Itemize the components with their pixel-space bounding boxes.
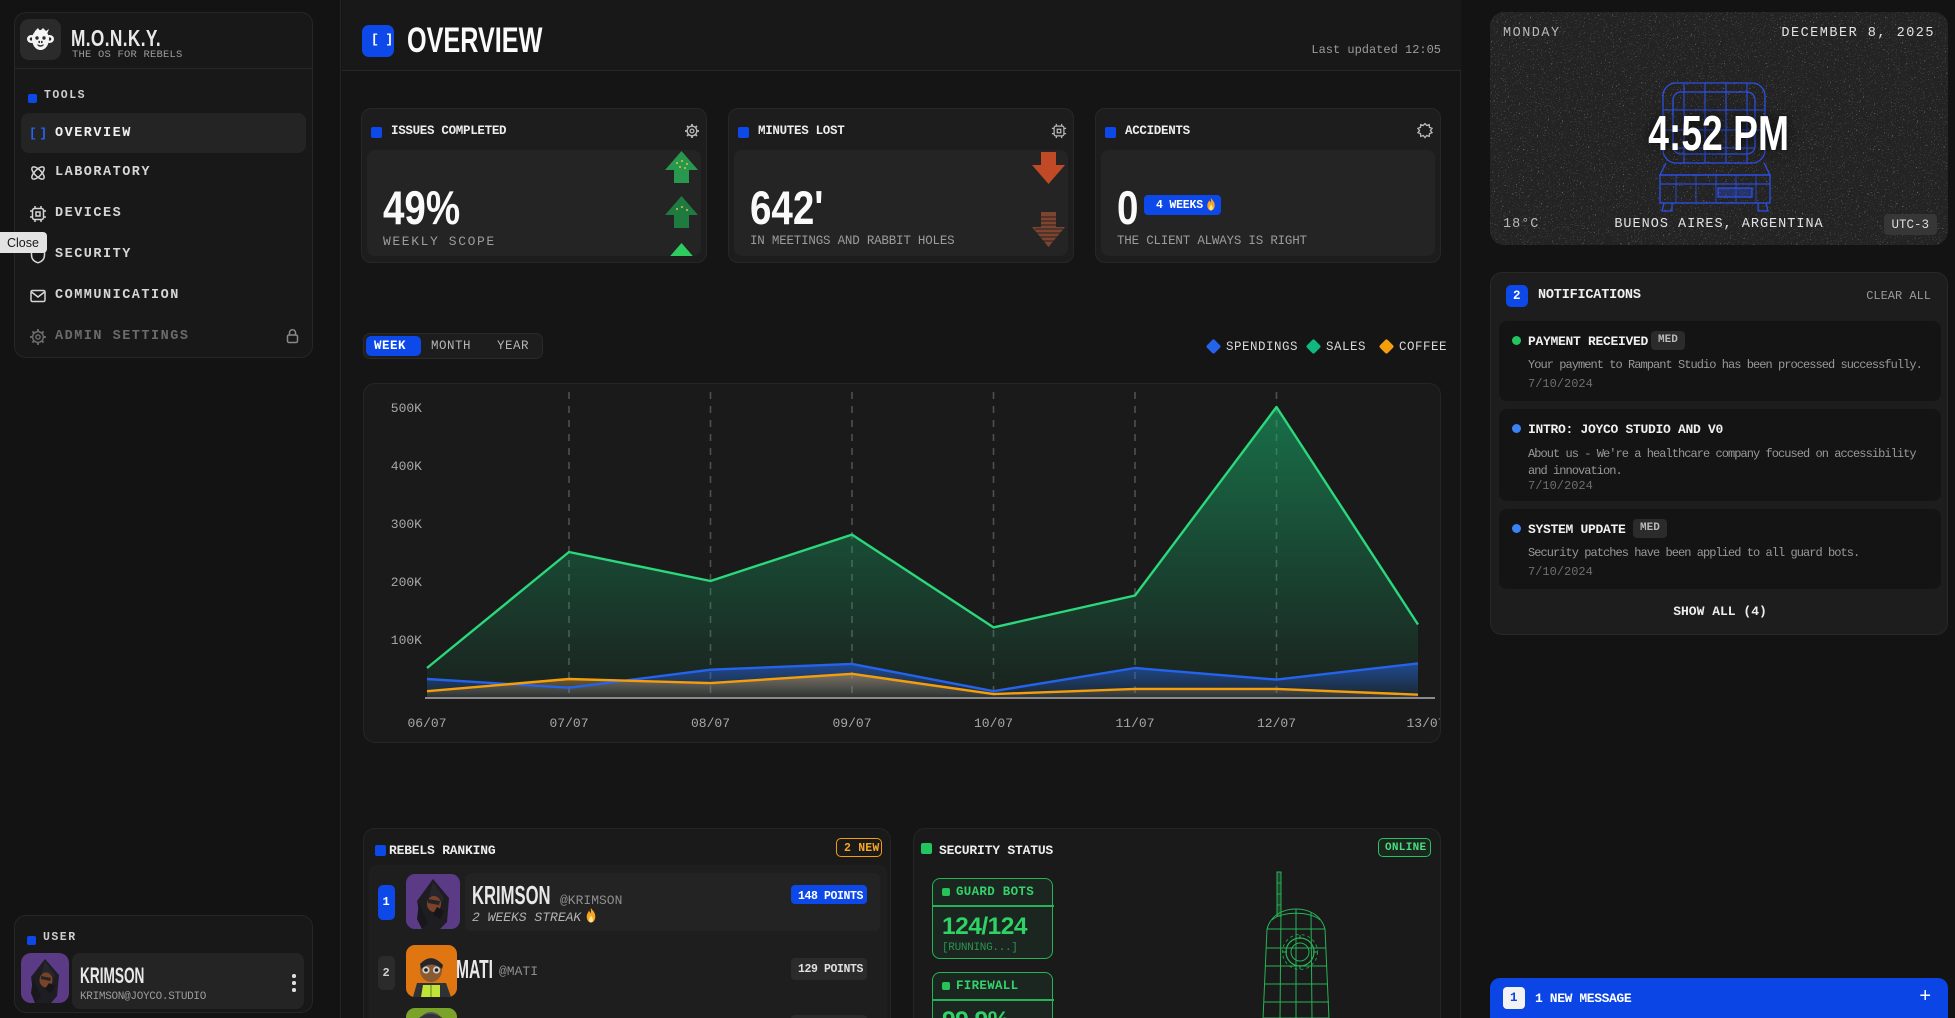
svg-text:10/07: 10/07 (974, 716, 1013, 731)
svg-text:08/07: 08/07 (691, 716, 730, 731)
svg-text:400K: 400K (391, 459, 422, 474)
svg-text:200K: 200K (391, 575, 422, 590)
svg-text:300K: 300K (391, 517, 422, 532)
svg-text:07/07: 07/07 (549, 716, 588, 731)
svg-text:06/07: 06/07 (407, 716, 446, 731)
svg-text:13/07: 13/07 (1406, 716, 1441, 731)
svg-text:09/07: 09/07 (832, 716, 871, 731)
svg-text:500K: 500K (391, 401, 422, 416)
svg-text:100K: 100K (391, 633, 422, 648)
svg-text:11/07: 11/07 (1115, 716, 1154, 731)
svg-text:12/07: 12/07 (1257, 716, 1296, 731)
